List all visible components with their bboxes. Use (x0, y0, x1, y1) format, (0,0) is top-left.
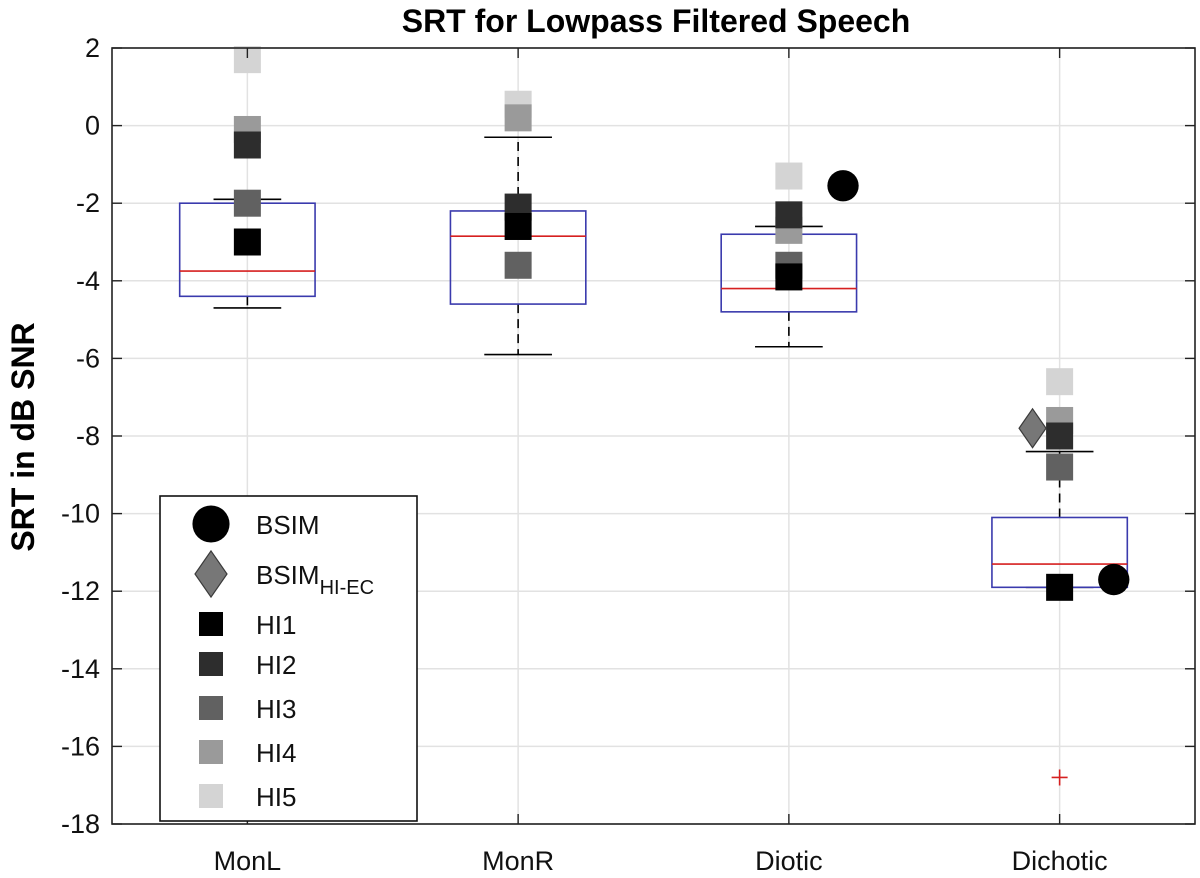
legend-label: BSIMHI-EC (256, 560, 374, 599)
marker-hi1 (233, 228, 261, 256)
marker-hi2 (233, 131, 261, 159)
y-tick-label: -4 (76, 266, 100, 296)
marker-hi4 (504, 104, 532, 132)
outlier-marker (1051, 769, 1068, 786)
marker-hi1 (775, 263, 803, 291)
axes: 2 0 -2 -4 -6 -8 -10 -12 -14 -16 -18 MonL MonR Diotic D… (61, 33, 1196, 876)
box-plots (178, 136, 1129, 786)
marker-hi2 (775, 201, 803, 229)
legend-label: BSIM (256, 510, 320, 540)
marker-hi3 (504, 251, 532, 279)
legend-label: HI1 (256, 610, 296, 640)
x-tick-label: Dichotic (1012, 846, 1108, 876)
legend-marker-hi2 (199, 652, 223, 676)
y-tick-label: -6 (76, 343, 100, 373)
legend-marker-bsim (192, 505, 230, 543)
legend-label: HI2 (256, 650, 296, 680)
y-tick-label: -16 (61, 731, 100, 761)
legend-label: HI5 (256, 782, 296, 812)
legend: BSIM BSIMHI-EC HI1 HI2 HI3 HI4 HI5 (159, 495, 418, 822)
marker-hi5 (1046, 368, 1074, 396)
marker-bsim (827, 170, 859, 202)
y-tick-label: -18 (61, 809, 100, 839)
marker-bsim (1098, 563, 1130, 596)
y-tick-label: -2 (76, 188, 100, 218)
marker-hi1 (504, 212, 532, 240)
y-tick-label: -8 (76, 421, 100, 451)
marker-hi1 (1046, 573, 1074, 601)
legend-marker-hi4 (199, 740, 223, 764)
y-tick-label: -14 (61, 654, 100, 684)
marker-hi5 (775, 162, 803, 190)
marker-bsim-hi-ec (1018, 407, 1047, 449)
legend-marker-hi1 (199, 612, 223, 636)
data-points (233, 46, 1130, 601)
y-tick-label: 2 (85, 33, 100, 63)
x-tick-label: MonR (482, 846, 554, 876)
legend-label: HI4 (256, 738, 296, 768)
y-tick-label: 0 (85, 111, 100, 141)
chart-title: SRT for Lowpass Filtered Speech (402, 3, 911, 39)
marker-hi2 (1046, 422, 1074, 450)
y-tick-label: -12 (61, 576, 100, 606)
x-tick-label: MonL (214, 846, 282, 876)
marker-hi3 (233, 189, 261, 217)
x-tick-label: Diotic (755, 846, 823, 876)
legend-marker-bsim-hi-ec (194, 549, 228, 599)
y-tick-label: -10 (61, 499, 100, 529)
legend-marker-hi5 (199, 784, 223, 808)
legend-label: HI3 (256, 694, 296, 724)
legend-marker-hi3 (199, 696, 223, 720)
marker-hi3 (1046, 453, 1074, 481)
y-axis-label: SRT in dB SNR (5, 322, 41, 551)
